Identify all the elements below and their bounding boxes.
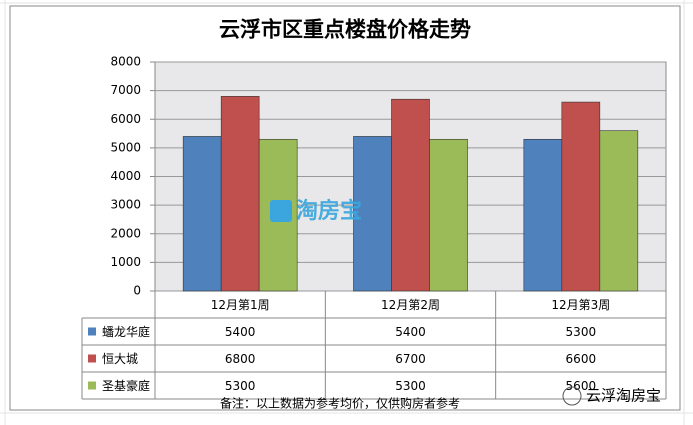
y-tick-label: 8000 [110,55,141,69]
table-value: 6600 [566,352,597,366]
y-tick-label: 2000 [110,226,141,240]
legend-swatch [88,354,96,363]
y-tick-label: 6000 [110,112,141,126]
table-value: 6700 [395,352,426,366]
bar [599,130,639,292]
bar [182,136,222,292]
x-tick-label: 12月第2周 [381,298,440,312]
bar [523,138,563,292]
x-tick-label: 12月第1周 [211,298,270,312]
legend-swatch [88,327,96,336]
legend-label: 蟠龙华庭 [102,324,150,339]
table-value: 5300 [395,379,426,393]
data-table: 12月第1周 5400 6800 5300 12月第2周 5400 6700 5300 12月第… [81,291,667,400]
watermark: 淘房宝 [270,198,362,224]
table-value: 5300 [225,379,256,393]
watermark-text: 淘房宝 [296,198,362,224]
bar [429,138,468,292]
legend-label: 恒大城 [102,352,138,366]
watermark-logo [270,200,292,222]
chart-title: 云浮市区重点楼盘价格走势 [219,17,471,42]
y-tick-label: 5000 [110,140,141,154]
table-value: 5600 [566,379,597,393]
y-tick-label: 3000 [110,198,141,212]
bar [391,98,430,292]
bar [561,101,601,292]
legend-label: 圣基豪庭 [102,378,150,393]
table-value: 6800 [225,352,256,366]
y-tick-label: 7000 [110,83,141,97]
bar [220,96,260,292]
table-value: 5300 [566,325,597,339]
table-value: 5400 [395,325,426,339]
x-tick-label: 12月第3周 [551,298,610,312]
brand-icon [562,386,582,406]
table-value: 5400 [225,325,256,339]
brand: 云浮淘房宝 [586,387,661,405]
note: 备注：以上数据为参考均价，仅供购房者参考 [220,396,460,411]
bars [182,96,639,292]
bar [353,136,392,292]
y-tick-label: 1000 [110,255,141,269]
y-tick-label: 4000 [110,169,141,183]
y-tick-label: 0 [133,284,141,298]
legend-swatch [88,381,96,390]
